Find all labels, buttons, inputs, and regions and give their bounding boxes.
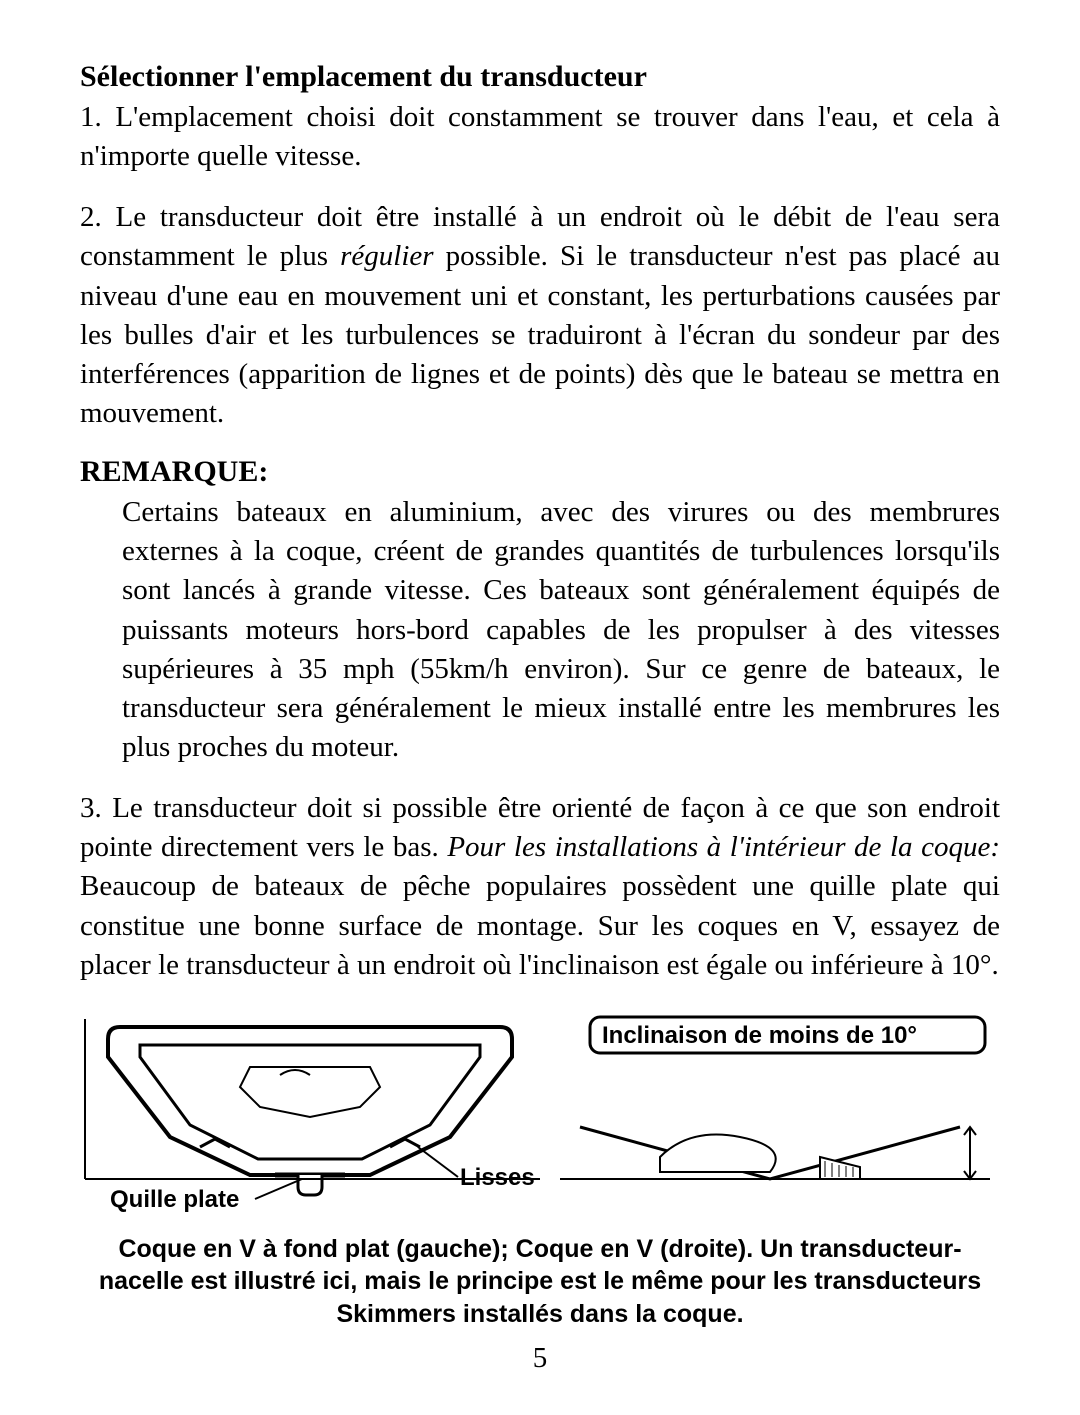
remarque-body: Certains bateaux en aluminium, avec des … [122,493,1000,767]
incline-label: Inclinaison de moins de 10° [602,1022,917,1049]
quille-label: Quille plate [110,1186,239,1213]
lisses-pointer [418,1147,458,1177]
hull-figure: Lisses Quille plate Inclinaison de moins… [80,1007,1000,1227]
para2-emphasis: régulier [340,240,433,272]
page-number: 5 [80,1342,1000,1375]
para3-emphasis: Pour les installations à l'intérieur de … [447,831,1000,863]
right-hull: Inclinaison de moins de 10° [560,1017,990,1179]
figure-caption: Coque en V à fond plat (gauche); Coque e… [80,1233,1000,1331]
left-hull [108,1027,512,1195]
remarque-label: REMARQUE: [80,455,1000,489]
paragraph-3: 3. Le transducteur doit si possible être… [80,789,1000,985]
paragraph-2: 2. Le transducteur doit être installé à … [80,198,1000,433]
hull-svg: Lisses Quille plate Inclinaison de moins… [80,1007,1000,1227]
lisses-label: Lisses [460,1164,535,1191]
section-heading: Sélectionner l'emplacement du transducte… [80,60,1000,94]
para3-post: Beaucoup de bateaux de pêche populaires … [80,870,1000,980]
paragraph-1: 1. L'emplacement choisi doit constamment… [80,98,1000,176]
quille-pointer [255,1179,302,1199]
